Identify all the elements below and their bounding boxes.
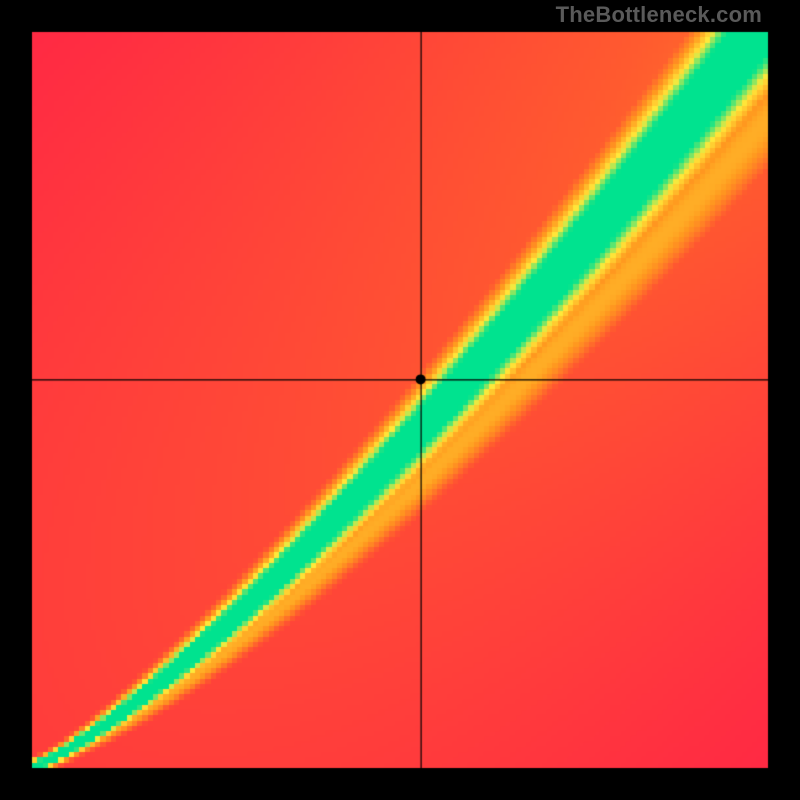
bottleneck-heatmap <box>0 0 800 800</box>
chart-container <box>0 0 800 800</box>
root: TheBottleneck.com <box>0 0 800 800</box>
watermark-text: TheBottleneck.com <box>556 2 762 28</box>
